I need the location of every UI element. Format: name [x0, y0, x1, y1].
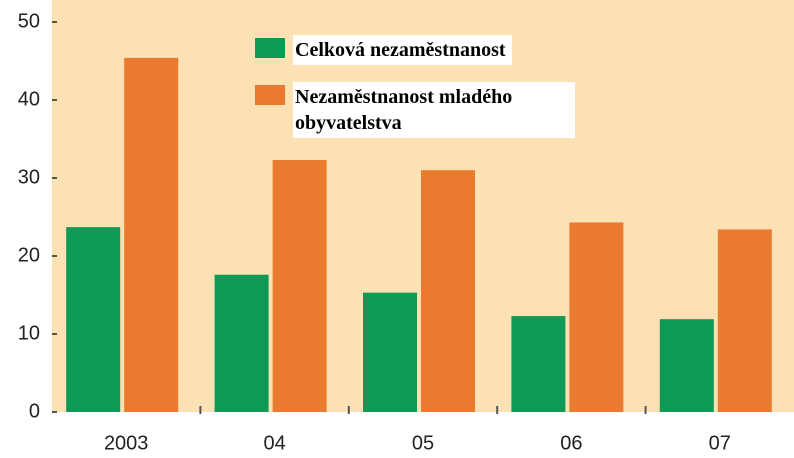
bar — [124, 57, 179, 412]
bar — [421, 170, 475, 412]
legend-item: Celková nezaměstnanost — [255, 35, 512, 65]
y-tick-label: 30 — [18, 166, 40, 188]
legend-swatch — [255, 38, 285, 58]
bar — [569, 222, 624, 412]
y-tick-label: 50 — [18, 10, 40, 32]
legend-label: Nezaměstnanost mladého obyvatelstva — [293, 82, 575, 138]
bar — [511, 316, 566, 412]
bar — [214, 274, 269, 412]
bar — [66, 227, 121, 412]
x-tick-label: 06 — [560, 432, 582, 454]
legend-label: Celková nezaměstnanost — [293, 35, 512, 65]
legend-item: Nezaměstnanost mladého obyvatelstva — [255, 82, 575, 138]
bar — [659, 319, 714, 412]
bar — [363, 292, 417, 412]
bar — [717, 229, 772, 412]
bar — [272, 160, 327, 412]
x-tick-label: 07 — [709, 432, 731, 454]
y-tick-label: 10 — [18, 322, 40, 344]
x-tick-label: 2003 — [104, 432, 149, 454]
y-tick-label: 20 — [18, 244, 40, 266]
legend-swatch — [255, 85, 285, 105]
y-tick-label: 0 — [29, 400, 40, 422]
x-tick-label: 04 — [263, 432, 285, 454]
x-tick-label: 05 — [412, 432, 434, 454]
y-tick-label: 40 — [18, 88, 40, 110]
